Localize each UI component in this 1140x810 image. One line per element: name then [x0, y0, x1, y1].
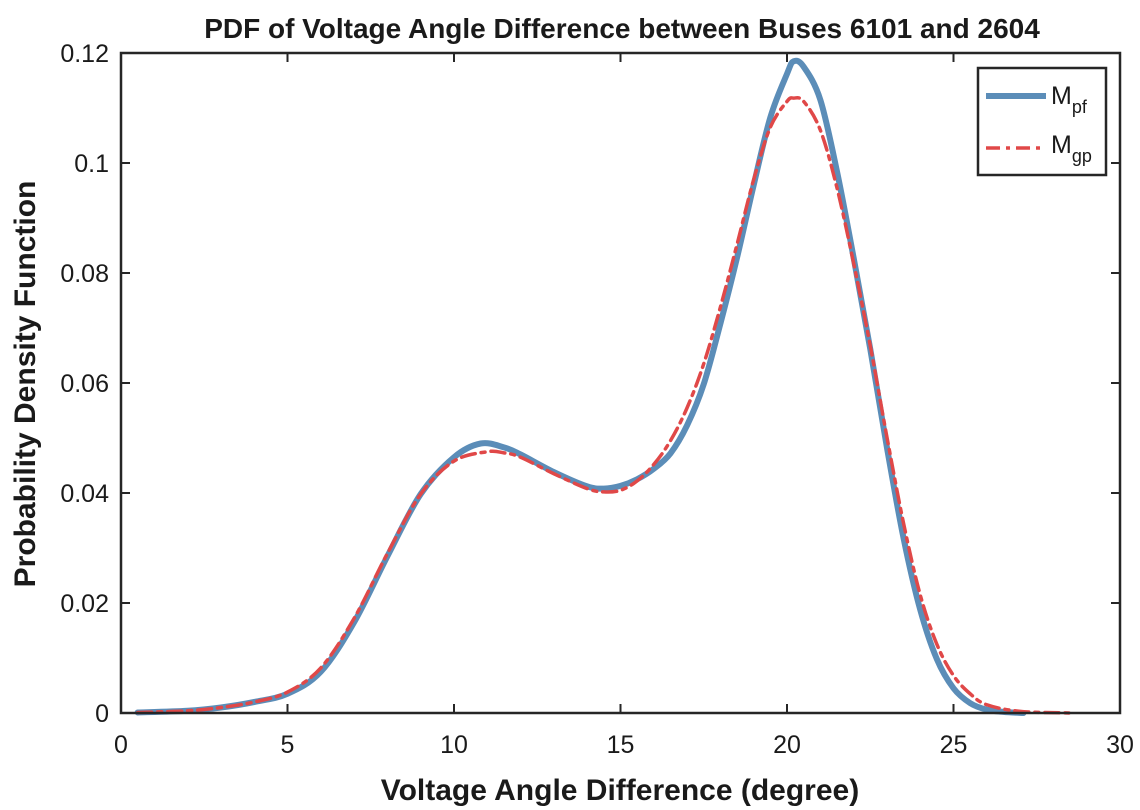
series-line-pf [134, 57, 1027, 716]
chart-title: PDF of Voltage Angle Difference between … [204, 13, 1040, 44]
x-tick-label: 5 [281, 731, 295, 759]
legend-box [976, 66, 1108, 177]
y-tick-label: 0.1 [74, 150, 109, 178]
y-axis-label: Probability Density Function [9, 181, 42, 588]
y-tick-label: 0.06 [60, 370, 109, 398]
legend-label-gp: Mgp [1051, 131, 1092, 166]
x-tick-label: 15 [607, 731, 635, 759]
series-line-gp [135, 95, 1072, 715]
y-tick-label: 0.12 [60, 40, 109, 68]
y-tick-label: 0.04 [60, 480, 109, 508]
plot-frame [119, 51, 1122, 715]
legend-label-pf: Mpf [1051, 82, 1088, 117]
axis-ticks: 0 5 10 15 20 25 30 0 0.02 0.04 0.06 0.08 0.1 0.12 [60, 40, 1134, 759]
x-tick-label: 0 [114, 731, 128, 759]
y-tick-label: 0 [95, 700, 109, 728]
x-tick-label: 30 [1106, 731, 1134, 759]
series-layer [134, 57, 1072, 716]
y-tick-label: 0.02 [60, 590, 109, 618]
x-tick-label: 10 [440, 731, 468, 759]
y-tick-label: 0.08 [60, 260, 109, 288]
x-tick-label: 25 [940, 731, 968, 759]
x-tick-label: 20 [773, 731, 801, 759]
x-axis-label: Voltage Angle Difference (degree) [381, 774, 859, 807]
legend: Mpf Mgp [976, 66, 1108, 177]
